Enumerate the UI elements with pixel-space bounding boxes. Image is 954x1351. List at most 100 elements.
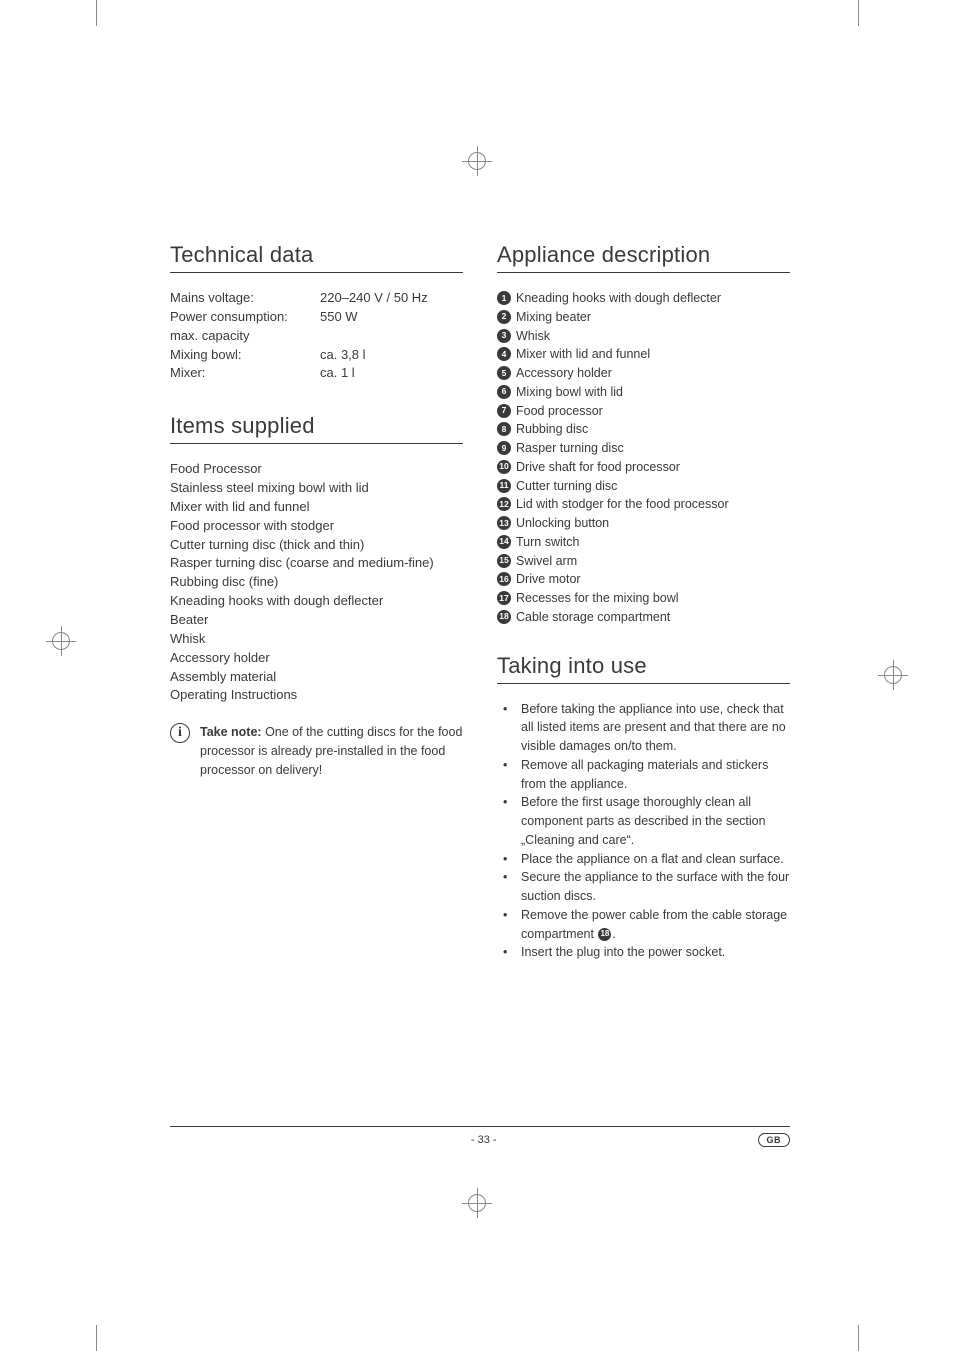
appliance-description-list: 1Kneading hooks with dough deflecter2Mix… (497, 289, 790, 627)
number-badge-icon: 7 (497, 404, 511, 418)
list-item: Stainless steel mixing bowl with lid (170, 479, 463, 498)
list-item: Assembly material (170, 668, 463, 687)
description-text: Mixing bowl with lid (516, 383, 623, 402)
number-badge-icon: 15 (497, 554, 511, 568)
description-item: 6 Mixing bowl with lid (497, 383, 790, 402)
number-badge-icon: 17 (497, 591, 511, 605)
description-text: Accessory holder (516, 364, 612, 383)
number-badge-icon: 6 (497, 385, 511, 399)
number-badge-icon: 10 (497, 460, 511, 474)
registration-mark-right (878, 660, 908, 690)
description-item: 1 Kneading hooks with dough deflecter (497, 289, 790, 308)
spec-row: Mixing bowl:ca. 3,8 l (170, 346, 463, 365)
spec-label: Mixer: (170, 364, 320, 383)
description-text: Swivel arm (516, 552, 577, 571)
description-item: 5 Accessory holder (497, 364, 790, 383)
list-item: Mixer with lid and funnel (170, 498, 463, 517)
description-item: 3Whisk (497, 327, 790, 346)
list-item: Rubbing disc (fine) (170, 573, 463, 592)
spec-value: 550 W (320, 308, 463, 327)
description-item: 16 Drive motor (497, 570, 790, 589)
number-badge-icon: 8 (497, 422, 511, 436)
description-item: 7 Food processor (497, 402, 790, 421)
section-title-taking-into-use: Taking into use (497, 653, 790, 684)
number-badge-icon: 14 (497, 535, 511, 549)
take-note-box: i Take note: One of the cutting discs fo… (170, 723, 463, 779)
spec-label: Mains voltage: (170, 289, 320, 308)
description-item: 14 Turn switch (497, 533, 790, 552)
use-step: Before the first usage thoroughly clean … (497, 793, 790, 849)
list-item: Rasper turning disc (coarse and medium-f… (170, 554, 463, 573)
description-item: 2Mixing beater (497, 308, 790, 327)
list-item: Whisk (170, 630, 463, 649)
use-step-text: Remove all packaging materials and stick… (521, 756, 790, 794)
number-badge-icon: 16 (497, 572, 511, 586)
section-title-items-supplied: Items supplied (170, 413, 463, 444)
use-step-text: Secure the appliance to the surface with… (521, 868, 790, 906)
use-step-text: Insert the plug into the power socket. (521, 943, 725, 962)
page-content: Technical data Mains voltage:220–240 V /… (170, 242, 790, 962)
items-supplied-list: Food ProcessorStainless steel mixing bow… (170, 460, 463, 705)
use-step: Insert the plug into the power socket. (497, 943, 790, 962)
list-item: Accessory holder (170, 649, 463, 668)
use-step: Secure the appliance to the surface with… (497, 868, 790, 906)
spec-row: Power consumption:550 W (170, 308, 463, 327)
number-badge-icon: 11 (497, 479, 511, 493)
list-item: Kneading hooks with dough deflecter (170, 592, 463, 611)
description-item: 12Lid with stodger for the food processo… (497, 495, 790, 514)
section-title-appliance-description: Appliance description (497, 242, 790, 273)
use-step-text: Before taking the appliance into use, ch… (521, 700, 790, 756)
description-text: Cutter turning disc (516, 477, 617, 496)
number-badge-icon: 1 (497, 291, 511, 305)
description-text: Food processor (516, 402, 603, 421)
description-text: Turn switch (516, 533, 579, 552)
use-step: Place the appliance on a flat and clean … (497, 850, 790, 869)
spec-value: ca. 3,8 l (320, 346, 463, 365)
number-badge-icon: 5 (497, 366, 511, 380)
spec-row: max. capacity (170, 327, 463, 346)
description-item: 15 Swivel arm (497, 552, 790, 571)
description-text: Kneading hooks with dough deflecter (516, 289, 721, 308)
list-item: Food Processor (170, 460, 463, 479)
spec-row: Mixer:ca. 1 l (170, 364, 463, 383)
description-item: 9Rasper turning disc (497, 439, 790, 458)
number-badge-icon: 12 (497, 497, 511, 511)
spec-row: Mains voltage:220–240 V / 50 Hz (170, 289, 463, 308)
use-step: Remove the power cable from the cable st… (497, 906, 790, 944)
description-item: 18 Cable storage compartment (497, 608, 790, 627)
use-step-text: Before the first usage thoroughly clean … (521, 793, 790, 849)
description-text: Recesses for the mixing bowl (516, 589, 679, 608)
description-text: Unlocking button (516, 514, 609, 533)
section-title-technical-data: Technical data (170, 242, 463, 273)
spec-label: Power consumption: (170, 308, 320, 327)
spec-label: Mixing bowl: (170, 346, 320, 365)
spec-value: 220–240 V / 50 Hz (320, 289, 463, 308)
registration-mark-top (462, 146, 492, 176)
take-note-text: Take note: One of the cutting discs for … (200, 723, 463, 779)
description-text: Rubbing disc (516, 420, 588, 439)
number-badge-icon: 3 (497, 329, 511, 343)
list-item: Cutter turning disc (thick and thin) (170, 536, 463, 555)
description-text: Cable storage compartment (516, 608, 670, 627)
registration-mark-bottom (462, 1188, 492, 1218)
description-item: 8 Rubbing disc (497, 420, 790, 439)
taking-into-use-list: Before taking the appliance into use, ch… (497, 700, 790, 963)
spec-value (320, 327, 463, 346)
page-footer: - 33 - GB (170, 1126, 790, 1147)
use-step-text: Place the appliance on a flat and clean … (521, 850, 784, 869)
description-text: Drive motor (516, 570, 581, 589)
use-step-text: Remove the power cable from the cable st… (521, 906, 790, 944)
info-icon: i (170, 723, 194, 779)
number-badge-icon: 2 (497, 310, 511, 324)
list-item: Beater (170, 611, 463, 630)
list-item: Operating Instructions (170, 686, 463, 705)
number-badge-icon: 18 (497, 610, 511, 624)
description-item: 4Mixer with lid and funnel (497, 345, 790, 364)
description-item: 10 Drive shaft for food processor (497, 458, 790, 477)
number-badge-icon: 9 (497, 441, 511, 455)
description-item: 13Unlocking button (497, 514, 790, 533)
spec-label: max. capacity (170, 327, 320, 346)
registration-mark-left (46, 626, 76, 656)
description-text: Drive shaft for food processor (516, 458, 680, 477)
number-badge-icon: 18 (598, 928, 611, 941)
